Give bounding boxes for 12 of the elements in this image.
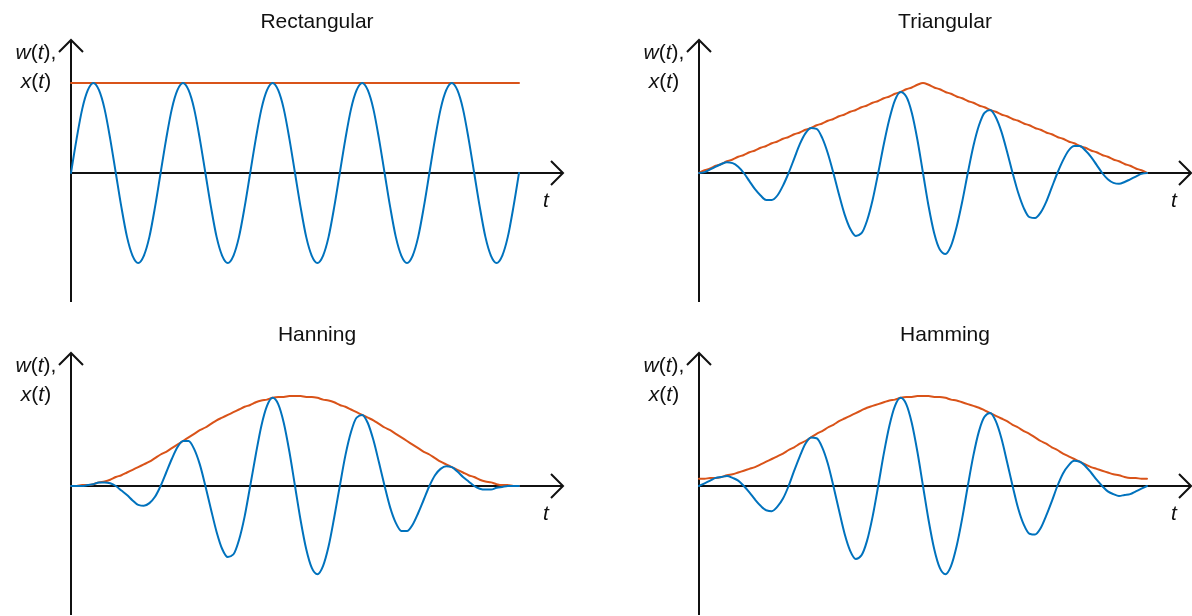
x-axis-title: t <box>543 188 551 211</box>
chart-title: Hanning <box>277 322 357 345</box>
y-axis-title: w(t), x(t) <box>15 353 57 405</box>
y-axis-title: w(t), x(t) <box>643 40 685 92</box>
x-axis-title: t <box>1171 188 1179 211</box>
x-axis-title: t <box>1171 501 1179 524</box>
y-axis-title: w(t), x(t) <box>15 40 57 92</box>
chart-title: Rectangular <box>260 9 374 32</box>
x-axis-title: t <box>543 501 551 524</box>
y-axis-title: w(t), x(t) <box>643 353 685 405</box>
chart-title: Triangular <box>898 9 992 32</box>
chart-title: Hamming <box>900 322 990 345</box>
